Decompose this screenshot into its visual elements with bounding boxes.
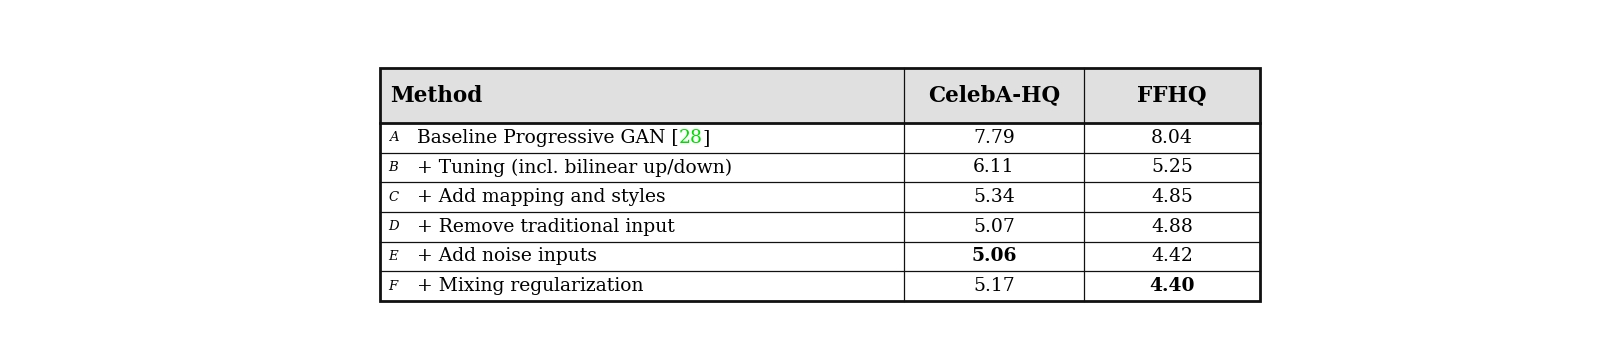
- Text: 28: 28: [678, 129, 702, 147]
- Text: F: F: [389, 280, 398, 293]
- Text: CelebA-HQ: CelebA-HQ: [928, 85, 1059, 107]
- Text: + Tuning (incl. bilinear up/down): + Tuning (incl. bilinear up/down): [416, 158, 731, 176]
- Bar: [379, 68, 1261, 123]
- Text: D: D: [389, 220, 400, 233]
- Text: 5.25: 5.25: [1152, 158, 1194, 176]
- Text: 7.79: 7.79: [973, 129, 1014, 147]
- Text: C: C: [389, 190, 398, 204]
- Text: 4.42: 4.42: [1152, 247, 1194, 265]
- Text: 5.07: 5.07: [973, 218, 1014, 236]
- Text: + Add mapping and styles: + Add mapping and styles: [416, 188, 666, 206]
- Text: 4.85: 4.85: [1152, 188, 1194, 206]
- Text: B: B: [389, 161, 398, 174]
- Text: 8.04: 8.04: [1152, 129, 1194, 147]
- Text: A: A: [389, 131, 398, 144]
- Text: FFHQ: FFHQ: [1138, 85, 1206, 107]
- Text: 6.11: 6.11: [973, 158, 1014, 176]
- Text: 5.06: 5.06: [971, 247, 1016, 265]
- Text: 5.17: 5.17: [973, 277, 1014, 295]
- Text: 5.34: 5.34: [973, 188, 1014, 206]
- Text: + Add noise inputs: + Add noise inputs: [416, 247, 597, 265]
- Text: ]: ]: [702, 129, 710, 147]
- Text: + Mixing regularization: + Mixing regularization: [416, 277, 643, 295]
- Text: 4.88: 4.88: [1152, 218, 1194, 236]
- Text: E: E: [389, 250, 398, 263]
- Text: + Remove traditional input: + Remove traditional input: [416, 218, 675, 236]
- Text: Method: Method: [390, 85, 483, 107]
- Text: Baseline Progressive GAN [: Baseline Progressive GAN [: [416, 129, 678, 147]
- Text: 4.40: 4.40: [1149, 277, 1195, 295]
